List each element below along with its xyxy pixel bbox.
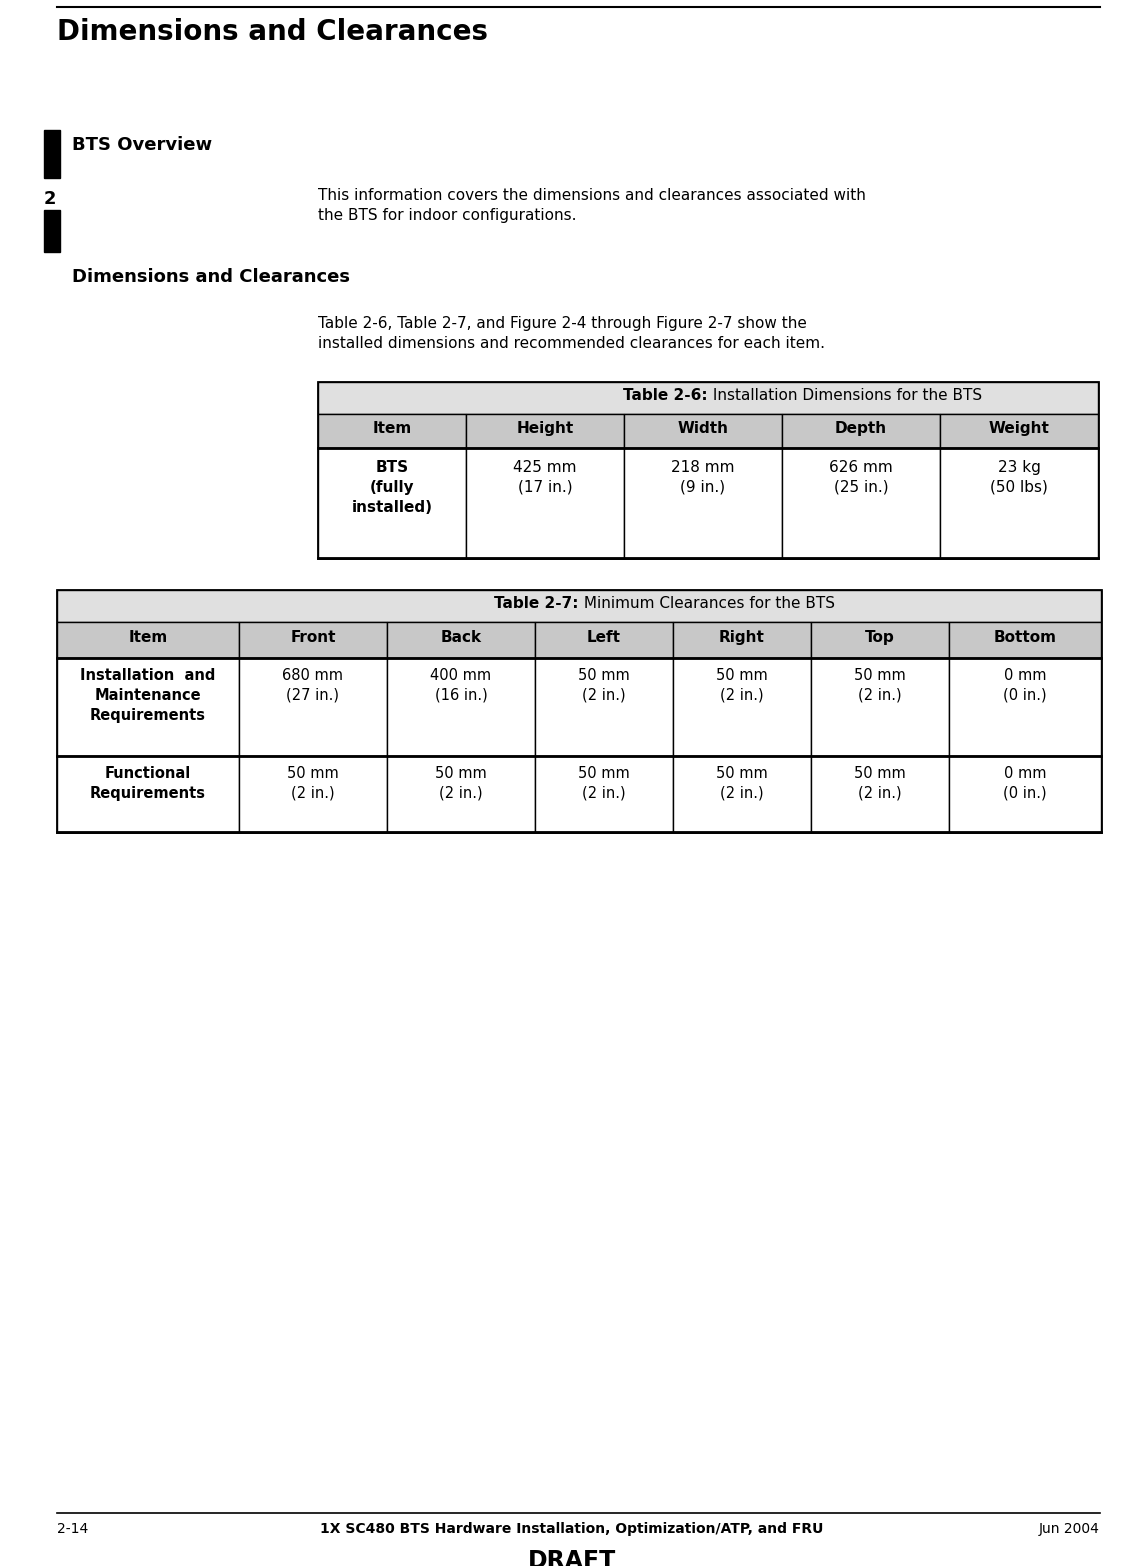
Bar [950, 756, 1101, 832]
Text: Back: Back [440, 630, 482, 645]
Text: Depth: Depth [835, 421, 887, 435]
Bar [387, 622, 535, 658]
Text: 50 mm
(2 in.): 50 mm (2 in.) [855, 766, 906, 800]
Text: Installation Dimensions for the BTS: Installation Dimensions for the BTS [708, 388, 983, 402]
Bar [811, 756, 950, 832]
Text: 680 mm
(27 in.): 680 mm (27 in.) [283, 669, 343, 703]
Text: Jun 2004: Jun 2004 [1039, 1522, 1101, 1536]
Text: Dimensions and Clearances: Dimensions and Clearances [57, 17, 488, 45]
Bar [318, 382, 1098, 557]
Bar [940, 413, 1098, 448]
Bar [673, 622, 811, 658]
Text: DRAFT: DRAFT [527, 1549, 617, 1566]
Bar [535, 658, 673, 756]
Text: Item: Item [373, 421, 412, 435]
Text: 50 mm
(2 in.): 50 mm (2 in.) [716, 669, 768, 703]
Text: 2-14: 2-14 [57, 1522, 88, 1536]
Bar [466, 448, 623, 557]
Text: Minimum Clearances for the BTS: Minimum Clearances for the BTS [579, 597, 835, 611]
Text: 50 mm
(2 in.): 50 mm (2 in.) [578, 669, 630, 703]
Text: Right: Right [720, 630, 765, 645]
Text: 218 mm
(9 in.): 218 mm (9 in.) [672, 460, 734, 495]
Text: Functional
Requirements: Functional Requirements [90, 766, 206, 800]
Text: Bottom: Bottom [993, 630, 1057, 645]
Bar [239, 756, 387, 832]
Bar [811, 658, 950, 756]
Bar [43, 130, 59, 179]
Text: Weight: Weight [988, 421, 1049, 435]
Text: 50 mm
(2 in.): 50 mm (2 in.) [855, 669, 906, 703]
Text: Left: Left [587, 630, 621, 645]
Text: 23 kg
(50 lbs): 23 kg (50 lbs) [990, 460, 1048, 495]
Text: This information covers the dimensions and clearances associated with
the BTS fo: This information covers the dimensions a… [318, 188, 866, 222]
Bar [673, 756, 811, 832]
Text: BTS
(fully
installed): BTS (fully installed) [351, 460, 432, 515]
Text: Table 2-6:: Table 2-6: [623, 388, 708, 402]
Bar [57, 756, 239, 832]
Bar [950, 622, 1101, 658]
Bar [387, 756, 535, 832]
Text: 400 mm
(16 in.): 400 mm (16 in.) [430, 669, 492, 703]
Bar [782, 413, 940, 448]
Bar [535, 622, 673, 658]
Text: Top: Top [865, 630, 895, 645]
Text: 425 mm
(17 in.): 425 mm (17 in.) [514, 460, 577, 495]
Text: 50 mm
(2 in.): 50 mm (2 in.) [287, 766, 339, 800]
Text: 2: 2 [43, 189, 56, 208]
Bar [57, 590, 1101, 622]
Text: Table 2-7:: Table 2-7: [494, 597, 579, 611]
Bar [673, 658, 811, 756]
Bar [318, 448, 466, 557]
Text: Dimensions and Clearances: Dimensions and Clearances [72, 268, 350, 287]
Bar [57, 622, 239, 658]
Bar [940, 448, 1098, 557]
Bar [535, 756, 673, 832]
Text: Width: Width [677, 421, 729, 435]
Text: 0 mm
(0 in.): 0 mm (0 in.) [1003, 766, 1047, 800]
Text: 0 mm
(0 in.): 0 mm (0 in.) [1003, 669, 1047, 703]
Bar [318, 413, 466, 448]
Bar [466, 413, 623, 448]
Bar [387, 658, 535, 756]
Text: 50 mm
(2 in.): 50 mm (2 in.) [578, 766, 630, 800]
Text: Front: Front [291, 630, 335, 645]
Text: BTS Overview: BTS Overview [72, 136, 212, 153]
Bar [239, 658, 387, 756]
Bar [950, 658, 1101, 756]
Text: Height: Height [516, 421, 573, 435]
Bar [57, 658, 239, 756]
Text: 1X SC480 BTS Hardware Installation, Optimization/ATP, and FRU: 1X SC480 BTS Hardware Installation, Opti… [320, 1522, 824, 1536]
Text: 50 mm
(2 in.): 50 mm (2 in.) [716, 766, 768, 800]
Text: 50 mm
(2 in.): 50 mm (2 in.) [435, 766, 487, 800]
Bar [782, 448, 940, 557]
Text: Item: Item [128, 630, 168, 645]
Bar [623, 413, 782, 448]
Bar [318, 382, 1098, 413]
Bar [57, 590, 1101, 832]
Bar [239, 622, 387, 658]
Text: Installation  and
Maintenance
Requirements: Installation and Maintenance Requirement… [80, 669, 216, 722]
Bar [811, 622, 950, 658]
Bar [43, 210, 59, 252]
Text: 626 mm
(25 in.): 626 mm (25 in.) [829, 460, 892, 495]
Text: Table 2-6, Table 2-7, and Figure 2-4 through Figure 2-7 show the
installed dimen: Table 2-6, Table 2-7, and Figure 2-4 thr… [318, 316, 825, 351]
Bar [623, 448, 782, 557]
